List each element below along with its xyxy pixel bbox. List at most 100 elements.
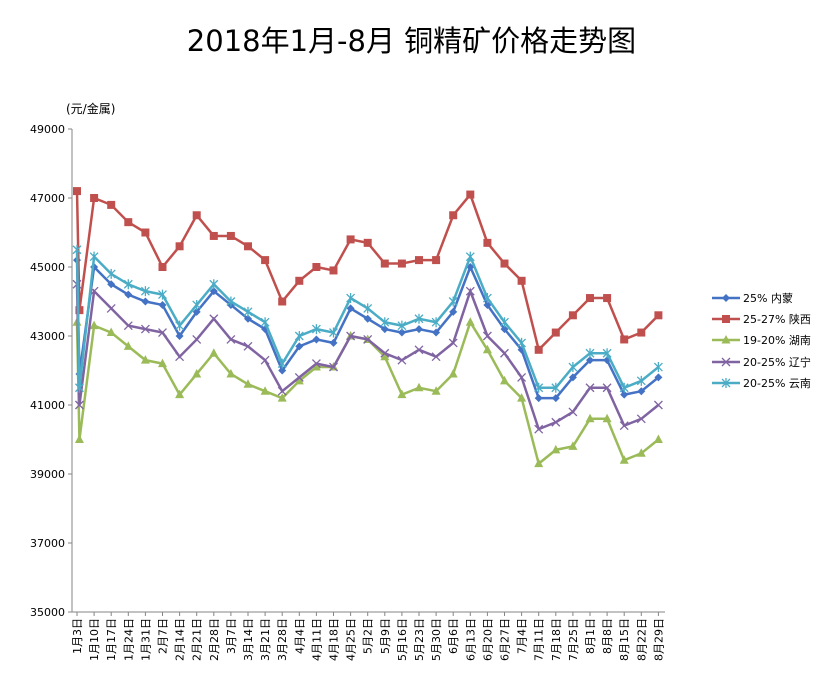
data-point [294, 375, 304, 385]
data-point [295, 276, 304, 285]
data-point [637, 387, 646, 396]
data-point [482, 344, 492, 354]
data-point [192, 211, 201, 220]
data-point [278, 297, 287, 306]
data-point [397, 259, 406, 268]
data-point [175, 332, 184, 340]
data-point [483, 238, 492, 247]
data-point [140, 355, 150, 364]
data-point [534, 424, 544, 434]
data-point [311, 324, 321, 335]
x-tick-label: 2月21日 [191, 618, 204, 661]
data-point [74, 382, 84, 393]
data-point [346, 293, 356, 304]
x-tick-label: 2月7日 [157, 618, 170, 654]
data-point [568, 311, 577, 320]
data-point [209, 348, 219, 357]
data-point [124, 290, 133, 299]
data-point [482, 293, 492, 304]
data-point [311, 359, 321, 369]
x-tick-label: 5月9日 [379, 618, 392, 654]
x-tick-label: 4月4日 [293, 618, 306, 654]
data-point [636, 448, 646, 457]
legend-item: 19-20% 湖南 [712, 330, 811, 351]
data-point [448, 368, 458, 378]
data-point [414, 345, 424, 355]
x-tick-label: 8月22日 [635, 618, 648, 661]
x-tick-label: 2月28日 [208, 618, 221, 661]
series-line [75, 284, 660, 431]
legend-marker-square-icon [712, 314, 740, 323]
data-point [346, 304, 355, 313]
data-point [209, 279, 219, 290]
data-point [602, 348, 612, 359]
x-tick-label: 1月24日 [122, 618, 135, 661]
x-tick-label: 2月14日 [174, 618, 187, 661]
data-point [90, 194, 99, 202]
data-point [260, 317, 270, 328]
data-point [175, 320, 185, 331]
data-point [243, 306, 253, 317]
legend-item: 25% 内蒙 [712, 287, 811, 308]
data-point [226, 368, 236, 378]
x-tick-label: 1月17日 [105, 618, 118, 661]
data-point [432, 328, 441, 337]
data-point [500, 325, 509, 334]
legend-label: 25-27% 陕西 [743, 312, 811, 326]
data-point [466, 190, 475, 199]
legend-label: 20-25% 辽宁 [743, 355, 811, 369]
x-tick-label: 3月21日 [259, 618, 272, 661]
x-tick-label: 5月16日 [396, 618, 409, 661]
data-point [517, 393, 527, 402]
data-point [346, 235, 355, 244]
data-point [209, 231, 218, 240]
data-point [415, 325, 423, 334]
data-point [277, 358, 287, 369]
data-point [329, 266, 338, 275]
data-point [602, 383, 612, 393]
data-point [534, 382, 544, 393]
data-point [431, 352, 441, 362]
data-point [244, 314, 252, 323]
data-point [551, 328, 560, 337]
data-point [107, 200, 116, 209]
data-point [500, 348, 509, 358]
legend-label: 25% 内蒙 [743, 291, 793, 305]
data-point [209, 287, 218, 296]
x-tick-label: 8月29日 [652, 618, 665, 661]
y-axis-label: (元/金属) [66, 102, 116, 116]
data-point [175, 352, 185, 362]
data-point [448, 338, 458, 348]
data-point [329, 338, 338, 347]
series-1 [73, 187, 663, 354]
data-point [278, 366, 287, 375]
data-point [123, 321, 133, 331]
data-point [722, 314, 730, 323]
data-point [619, 421, 629, 431]
data-point [619, 382, 629, 393]
x-tick-label: 1月31日 [139, 618, 152, 661]
x-tick-label: 3月7日 [225, 618, 238, 654]
data-point [192, 299, 202, 310]
data-point [397, 328, 406, 337]
data-point [141, 228, 150, 237]
x-tick-label: 6月27日 [499, 618, 512, 661]
data-point [380, 317, 390, 328]
data-point [585, 383, 595, 393]
data-point [620, 390, 629, 399]
data-point [380, 325, 389, 334]
data-point [311, 362, 321, 371]
data-point [277, 386, 287, 396]
legend-marker-x-icon [712, 357, 740, 366]
data-point [175, 242, 184, 251]
data-point [226, 334, 236, 344]
x-tick-label: 5月23日 [413, 618, 426, 661]
data-point [294, 331, 304, 341]
data-point [568, 407, 578, 417]
data-point [534, 394, 543, 403]
data-point [277, 393, 287, 402]
data-point [209, 314, 219, 324]
data-point [653, 400, 663, 410]
data-point [465, 286, 475, 296]
